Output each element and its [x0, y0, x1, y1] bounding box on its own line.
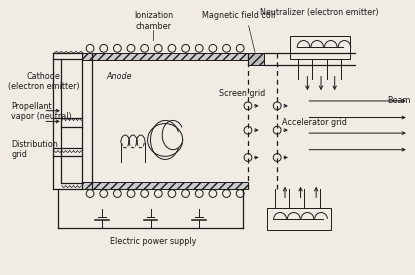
Text: Accelerator grid: Accelerator grid: [282, 119, 347, 128]
Text: Beam: Beam: [387, 96, 411, 105]
Text: Ionization
chamber: Ionization chamber: [134, 11, 173, 31]
Bar: [82, 182, 248, 189]
Bar: [267, 208, 331, 230]
Bar: [290, 36, 350, 59]
Text: Cathode
(electron emitter): Cathode (electron emitter): [7, 72, 79, 91]
Text: Distribution
grid: Distribution grid: [11, 140, 58, 159]
Bar: [82, 53, 248, 60]
Text: Anode: Anode: [107, 72, 132, 81]
Text: Screen grid: Screen grid: [219, 89, 265, 98]
Bar: [248, 53, 264, 65]
Text: Magnetic field coil: Magnetic field coil: [202, 11, 275, 20]
Text: Neutralizer (electron emitter): Neutralizer (electron emitter): [260, 8, 378, 17]
Text: Propellant
vapor (neutral): Propellant vapor (neutral): [11, 102, 72, 121]
Text: Electric power supply: Electric power supply: [110, 237, 197, 246]
